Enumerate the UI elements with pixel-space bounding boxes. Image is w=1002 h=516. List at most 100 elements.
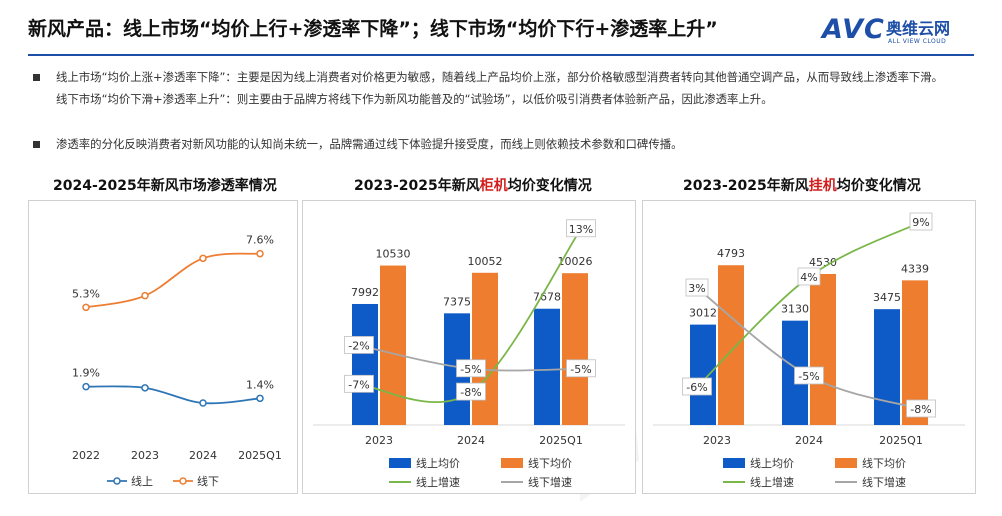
data-label: 7.6% [246, 234, 274, 247]
rate-label: 3% [688, 282, 705, 295]
legend-marker [113, 477, 121, 485]
data-point [141, 291, 149, 300]
rate-label: -5% [460, 363, 481, 376]
rate-label: 9% [912, 216, 929, 229]
bar-value-label: 7678 [533, 291, 561, 304]
rate-label-box [456, 359, 486, 378]
bullet-square-icon [33, 141, 40, 148]
chart1-title: 2024-2025年新风市场渗透率情况 [53, 178, 277, 194]
data-label: 1.9% [72, 367, 100, 380]
bar-value-label: 4339 [901, 262, 929, 275]
rate-label-box [682, 377, 712, 396]
bar-线下均价 [562, 273, 588, 425]
bar-线下均价 [718, 265, 744, 425]
x-tick-label: 2025Q1 [238, 449, 282, 462]
bar-value-label: 3130 [781, 303, 809, 316]
rate-label: 4% [800, 271, 817, 284]
chart1-svg: 1.9% 1.4% 5.3% 7.6% 2022 2023 2024 2025Q1 线上 线下 [72, 234, 282, 488]
chart2-title-post: 均价变化情况 [507, 178, 592, 194]
bar-value-label: 10530 [376, 248, 411, 261]
rate-label: -5% [798, 370, 819, 383]
bar-value-label: 3475 [873, 291, 901, 304]
rate-label: -7% [348, 378, 369, 391]
chart2-svg: 7992 10530 2023 7375 10052 2024 7678 10026 2025Q… [313, 219, 625, 489]
bullet-item: 渗透率的分化反映消费者对新风功能的认知尚未统一，品牌需通过线下体验提升接受度，而… [33, 133, 946, 155]
legend-swatch [723, 458, 745, 468]
legend-label: 线上均价 [750, 456, 794, 470]
bar-线下均价 [810, 274, 836, 425]
rate-label-box [685, 278, 709, 297]
bullet-text: 渗透率的分化反映消费者对新风功能的认知尚未统一，品牌需通过线下体验提升接受度，而… [56, 137, 683, 151]
chart3-title-post: 均价变化情况 [836, 178, 921, 194]
legend-swatch [501, 458, 523, 468]
chart3-title-pre: 2023-2025年新风 [683, 178, 809, 194]
bar-value-label: 3012 [689, 307, 717, 320]
bar-线上均价 [534, 308, 560, 425]
bullet-item: 线上市场“均价上涨+渗透率下降”：主要是因为线上消费者对价格更为敏感，随着线上产… [33, 66, 946, 110]
chart2-title-highlight: 柜机 [479, 178, 508, 194]
data-point [199, 254, 207, 263]
rate-label: -6% [686, 381, 707, 394]
title-rule [28, 54, 974, 56]
bar-线上均价 [690, 324, 716, 425]
brand-logo: AVC 奥维云网 ALL VIEW CLOUD [822, 14, 982, 50]
bar-value-label: 4530 [809, 256, 837, 269]
bar-value-label: 4793 [717, 247, 745, 260]
legend-label: 线下增速 [528, 475, 572, 489]
bar-线下均价 [380, 265, 406, 425]
data-point [82, 303, 90, 312]
legend-label: 线上 [131, 474, 153, 488]
chart3-title-highlight: 挂机 [808, 178, 837, 194]
x-tick-label: 2024 [457, 434, 485, 447]
rate-label-box [566, 359, 596, 378]
series-line-线上 [85, 385, 261, 405]
chart3-svg: 3012 4793 2023 3130 4530 2024 3475 4339 2025Q1 -6… [653, 212, 965, 489]
bar-value-label: 10052 [468, 255, 503, 268]
bar-value-label: 7375 [443, 295, 471, 308]
chart2-title-pre: 2023-2025年新风 [354, 178, 480, 194]
chart2-panel: 7992 10530 2023 7375 10052 2024 7678 10026 2025Q… [302, 200, 636, 494]
bar-value-label: 7992 [351, 286, 379, 299]
bar-value-label: 10026 [558, 255, 593, 268]
rate-label-box [906, 399, 936, 418]
chart1-panel: 1.9% 1.4% 5.3% 7.6% 2022 2023 2024 2025Q1 线上 线下 [28, 200, 298, 494]
legend-label: 线下 [197, 474, 219, 488]
x-tick-label: 2023 [131, 449, 159, 462]
legend-label: 线下均价 [862, 456, 906, 470]
legend-label: 线上增速 [416, 475, 460, 489]
rate-label: -8% [910, 403, 931, 416]
rate-label-box [797, 267, 821, 286]
x-tick-label: 2025Q1 [879, 434, 923, 447]
rate-label-box [794, 366, 824, 385]
data-point [256, 249, 264, 258]
data-point [82, 382, 90, 391]
legend-label: 线下增速 [862, 475, 906, 489]
x-tick-label: 2024 [189, 449, 217, 462]
data-point [199, 399, 207, 407]
bar-线下均价 [472, 272, 498, 425]
x-tick-label: 2023 [365, 434, 393, 447]
legend-label: 线上增速 [750, 475, 794, 489]
legend-label: 线上均价 [416, 456, 460, 470]
rate-label-box [344, 336, 374, 354]
rate-label: -5% [570, 363, 591, 376]
chart3-title: 2023-2025年新风挂机均价变化情况 [683, 175, 921, 195]
data-point [141, 384, 149, 392]
data-point [256, 394, 264, 403]
page-title: 新风产品：线上市场“均价上行+渗透率下降”；线下市场“均价下行+渗透率上升” [28, 18, 718, 40]
bar-线上均价 [874, 309, 900, 425]
rate-label-box [456, 382, 486, 401]
x-tick-label: 2023 [703, 434, 731, 447]
chart3-panel: 3012 4793 2023 3130 4530 2024 3475 4339 2025Q1 -6… [642, 200, 976, 494]
rate-label-box [344, 374, 374, 393]
legend-label: 线下均价 [528, 456, 572, 470]
rate-label-box [566, 219, 596, 238]
bullet-text: 线上市场“均价上涨+渗透率下降”：主要是因为线上消费者对价格更为敏感，随着线上产… [56, 70, 944, 106]
bar-线上均价 [352, 303, 378, 425]
logo-sub-text: ALL VIEW CLOUD [888, 38, 947, 45]
legend-swatch [389, 458, 411, 468]
rate-label: -2% [348, 339, 369, 352]
rate-label: 13% [569, 223, 593, 236]
bullet-square-icon [33, 74, 40, 81]
series-line-线下 [85, 252, 261, 309]
